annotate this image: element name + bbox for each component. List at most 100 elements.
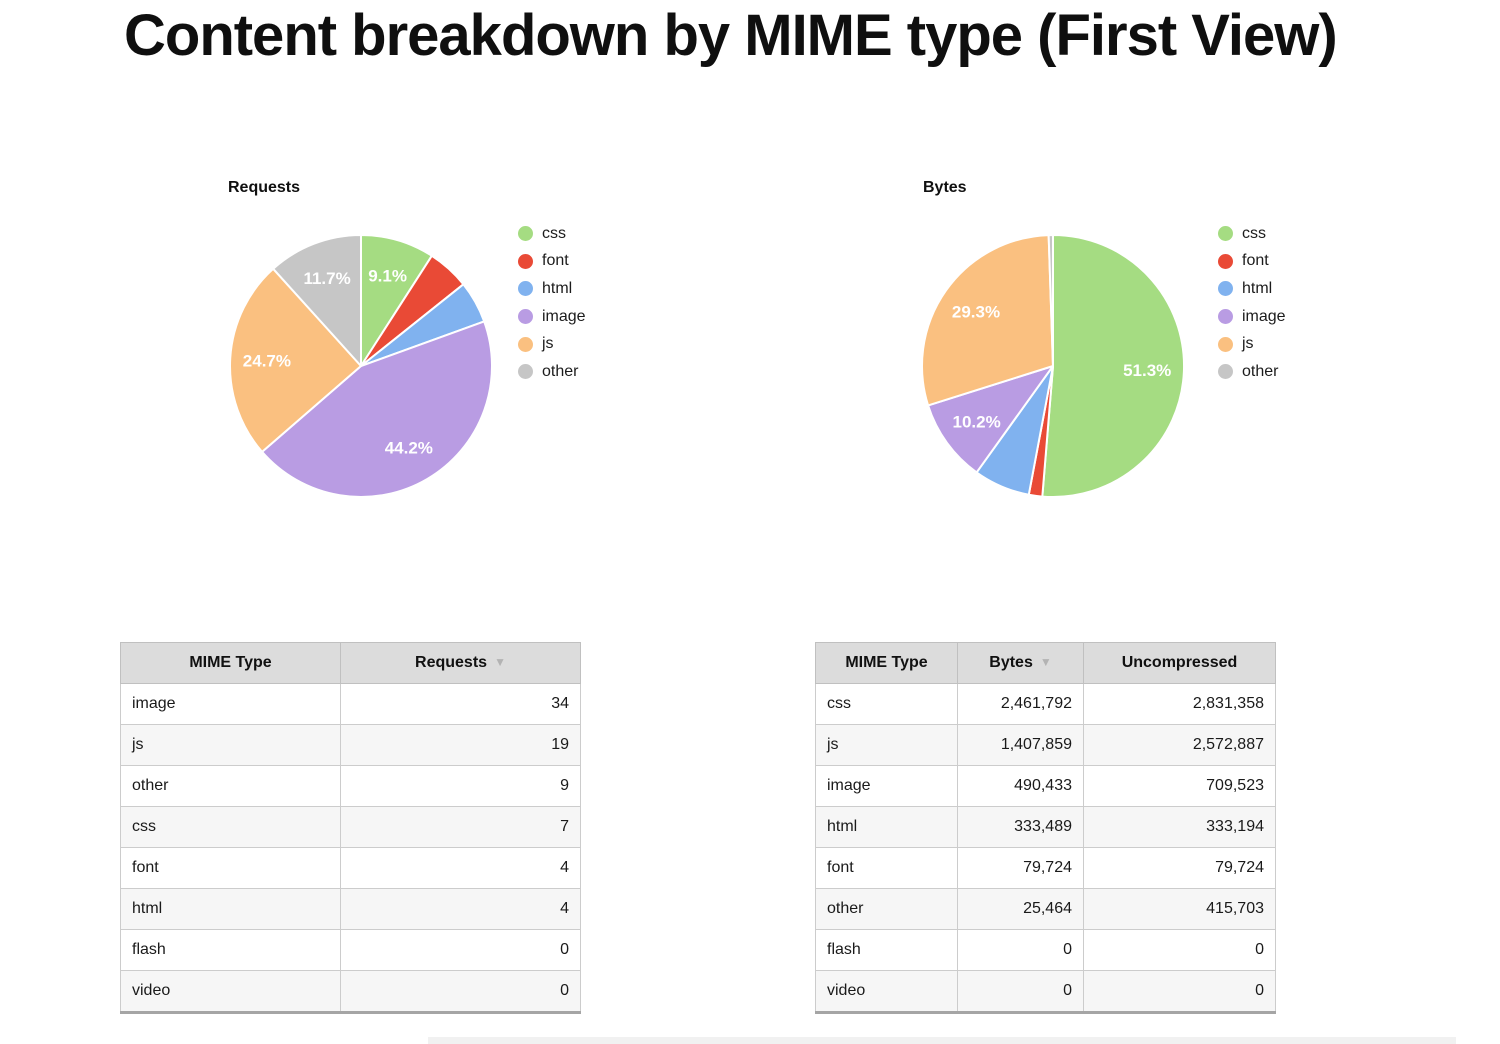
bytes-chart-title: Bytes xyxy=(923,179,967,196)
requests-cell: 34 xyxy=(340,683,581,725)
legend-item-css: css xyxy=(518,220,586,248)
legend-label-font: font xyxy=(1242,252,1269,270)
sort-desc-icon: ▼ xyxy=(1039,655,1052,669)
header-label: Requests xyxy=(415,654,488,671)
header-bytes[interactable]: Bytes ▼ xyxy=(957,642,1084,684)
legend-label-js: js xyxy=(1242,335,1254,353)
uncompressed-cell: 333,194 xyxy=(1083,806,1276,848)
table-row: html 333,489 333,194 xyxy=(815,806,1276,848)
legend-label-font: font xyxy=(542,252,569,270)
pie-slice-percentage-label: 10.2% xyxy=(952,412,1000,431)
bytes-cell: 1,407,859 xyxy=(957,724,1084,766)
image-color-dot-icon xyxy=(518,309,533,325)
legend-item-image: image xyxy=(1218,303,1286,331)
legend-label-html: html xyxy=(1242,279,1273,297)
requests-pie-chart: 9.1% 44.2% 24.7% 11.7% xyxy=(229,234,493,499)
mime-type-cell: css xyxy=(120,806,341,848)
legend-item-image: image xyxy=(518,303,586,331)
bytes-cell: 0 xyxy=(957,970,1084,1013)
table-row: flash 0 xyxy=(120,929,581,971)
mime-type-cell: video xyxy=(815,970,958,1013)
html-color-dot-icon xyxy=(1218,281,1233,297)
legend-item-html: html xyxy=(1218,275,1286,303)
mime-type-cell: other xyxy=(815,888,958,930)
mime-type-cell: html xyxy=(815,806,958,848)
header-mime-type[interactable]: MIME Type xyxy=(120,642,341,684)
requests-table: MIME Type Requests ▼ image 34 js 19 other… xyxy=(120,642,581,1014)
bytes-table: MIME Type Bytes ▼ Uncompressed css 2,461,… xyxy=(815,642,1276,1014)
pie-slice-percentage-label: 11.7% xyxy=(303,269,350,288)
header-label: MIME Type xyxy=(189,654,272,671)
mime-type-cell: flash xyxy=(120,929,341,971)
page-title: Content breakdown by MIME type (First Vi… xyxy=(124,3,1338,68)
legend-label-image: image xyxy=(1242,307,1286,325)
bytes-cell: 0 xyxy=(957,929,1084,971)
legend-label-html: html xyxy=(542,279,573,297)
requests-cell: 4 xyxy=(340,888,581,930)
font-color-dot-icon xyxy=(518,253,533,269)
legend-label-js: js xyxy=(542,335,554,353)
legend-item-other: other xyxy=(1218,358,1286,386)
requests-cell: 0 xyxy=(340,929,581,971)
other-color-dot-icon xyxy=(1218,364,1233,380)
table-row: font 4 xyxy=(120,847,581,889)
mime-type-cell: js xyxy=(120,724,341,766)
uncompressed-cell: 79,724 xyxy=(1083,847,1276,889)
legend-label-other: other xyxy=(542,362,579,380)
pie-slice-percentage-label: 51.3% xyxy=(1123,361,1171,380)
legend-item-js: js xyxy=(518,330,586,358)
uncompressed-cell: 415,703 xyxy=(1083,888,1276,930)
header-uncompressed[interactable]: Uncompressed xyxy=(1083,642,1276,684)
table-row: js 19 xyxy=(120,724,581,766)
mime-type-cell: flash xyxy=(815,929,958,971)
pie-slice-percentage-label: 29.3% xyxy=(952,302,1000,321)
sort-desc-icon: ▼ xyxy=(494,655,506,669)
image-color-dot-icon xyxy=(1218,309,1233,325)
other-color-dot-icon xyxy=(518,364,533,380)
requests-pie-slice-image xyxy=(261,320,493,499)
requests-chart-title: Requests xyxy=(228,179,301,196)
bytes-cell: 490,433 xyxy=(957,765,1084,807)
legend-item-font: font xyxy=(518,248,586,276)
table-row: other 9 xyxy=(120,765,581,807)
bytes-cell: 79,724 xyxy=(957,847,1084,889)
mime-type-cell: image xyxy=(815,765,958,807)
uncompressed-cell: 0 xyxy=(1083,929,1276,971)
js-color-dot-icon xyxy=(518,336,533,352)
mime-type-cell: font xyxy=(815,847,958,889)
header-label: Bytes xyxy=(989,654,1033,671)
js-color-dot-icon xyxy=(1218,336,1233,352)
pie-slice-percentage-label: 24.7% xyxy=(243,351,291,370)
header-requests[interactable]: Requests ▼ xyxy=(340,642,581,684)
uncompressed-cell: 709,523 xyxy=(1083,765,1276,807)
requests-cell: 7 xyxy=(340,806,581,848)
table-header-row: MIME Type Bytes ▼ Uncompressed xyxy=(815,642,1276,684)
css-color-dot-icon xyxy=(1218,226,1233,242)
mime-type-cell: html xyxy=(120,888,341,930)
header-mime-type[interactable]: MIME Type xyxy=(815,642,958,684)
table-row: html 4 xyxy=(120,888,581,930)
legend-item-other: other xyxy=(518,358,586,386)
legend-label-image: image xyxy=(542,307,586,325)
mime-type-cell: image xyxy=(120,683,341,725)
table-row: video 0 0 xyxy=(815,970,1276,1013)
mime-type-cell: css xyxy=(815,683,958,725)
requests-cell: 9 xyxy=(340,765,581,807)
table-row: flash 0 0 xyxy=(815,929,1276,971)
pie-slice-percentage-label: 44.2% xyxy=(385,438,433,457)
requests-pie-slice-other xyxy=(272,234,362,367)
requests-pie-slice-js xyxy=(229,267,362,453)
uncompressed-cell: 0 xyxy=(1083,970,1276,1013)
bytes-pie-slice-image xyxy=(927,365,1054,474)
font-color-dot-icon xyxy=(1218,253,1233,269)
table-row: css 7 xyxy=(120,806,581,848)
pie-slice-percentage-label: 9.1% xyxy=(368,266,407,285)
bytes-pie-slice-other xyxy=(1047,233,1054,367)
bytes-cell: 333,489 xyxy=(957,806,1084,848)
requests-cell: 0 xyxy=(340,970,581,1013)
table-header-row: MIME Type Requests ▼ xyxy=(120,642,581,684)
legend-label-other: other xyxy=(1242,362,1279,380)
mime-type-cell: js xyxy=(815,724,958,766)
css-color-dot-icon xyxy=(518,226,533,242)
